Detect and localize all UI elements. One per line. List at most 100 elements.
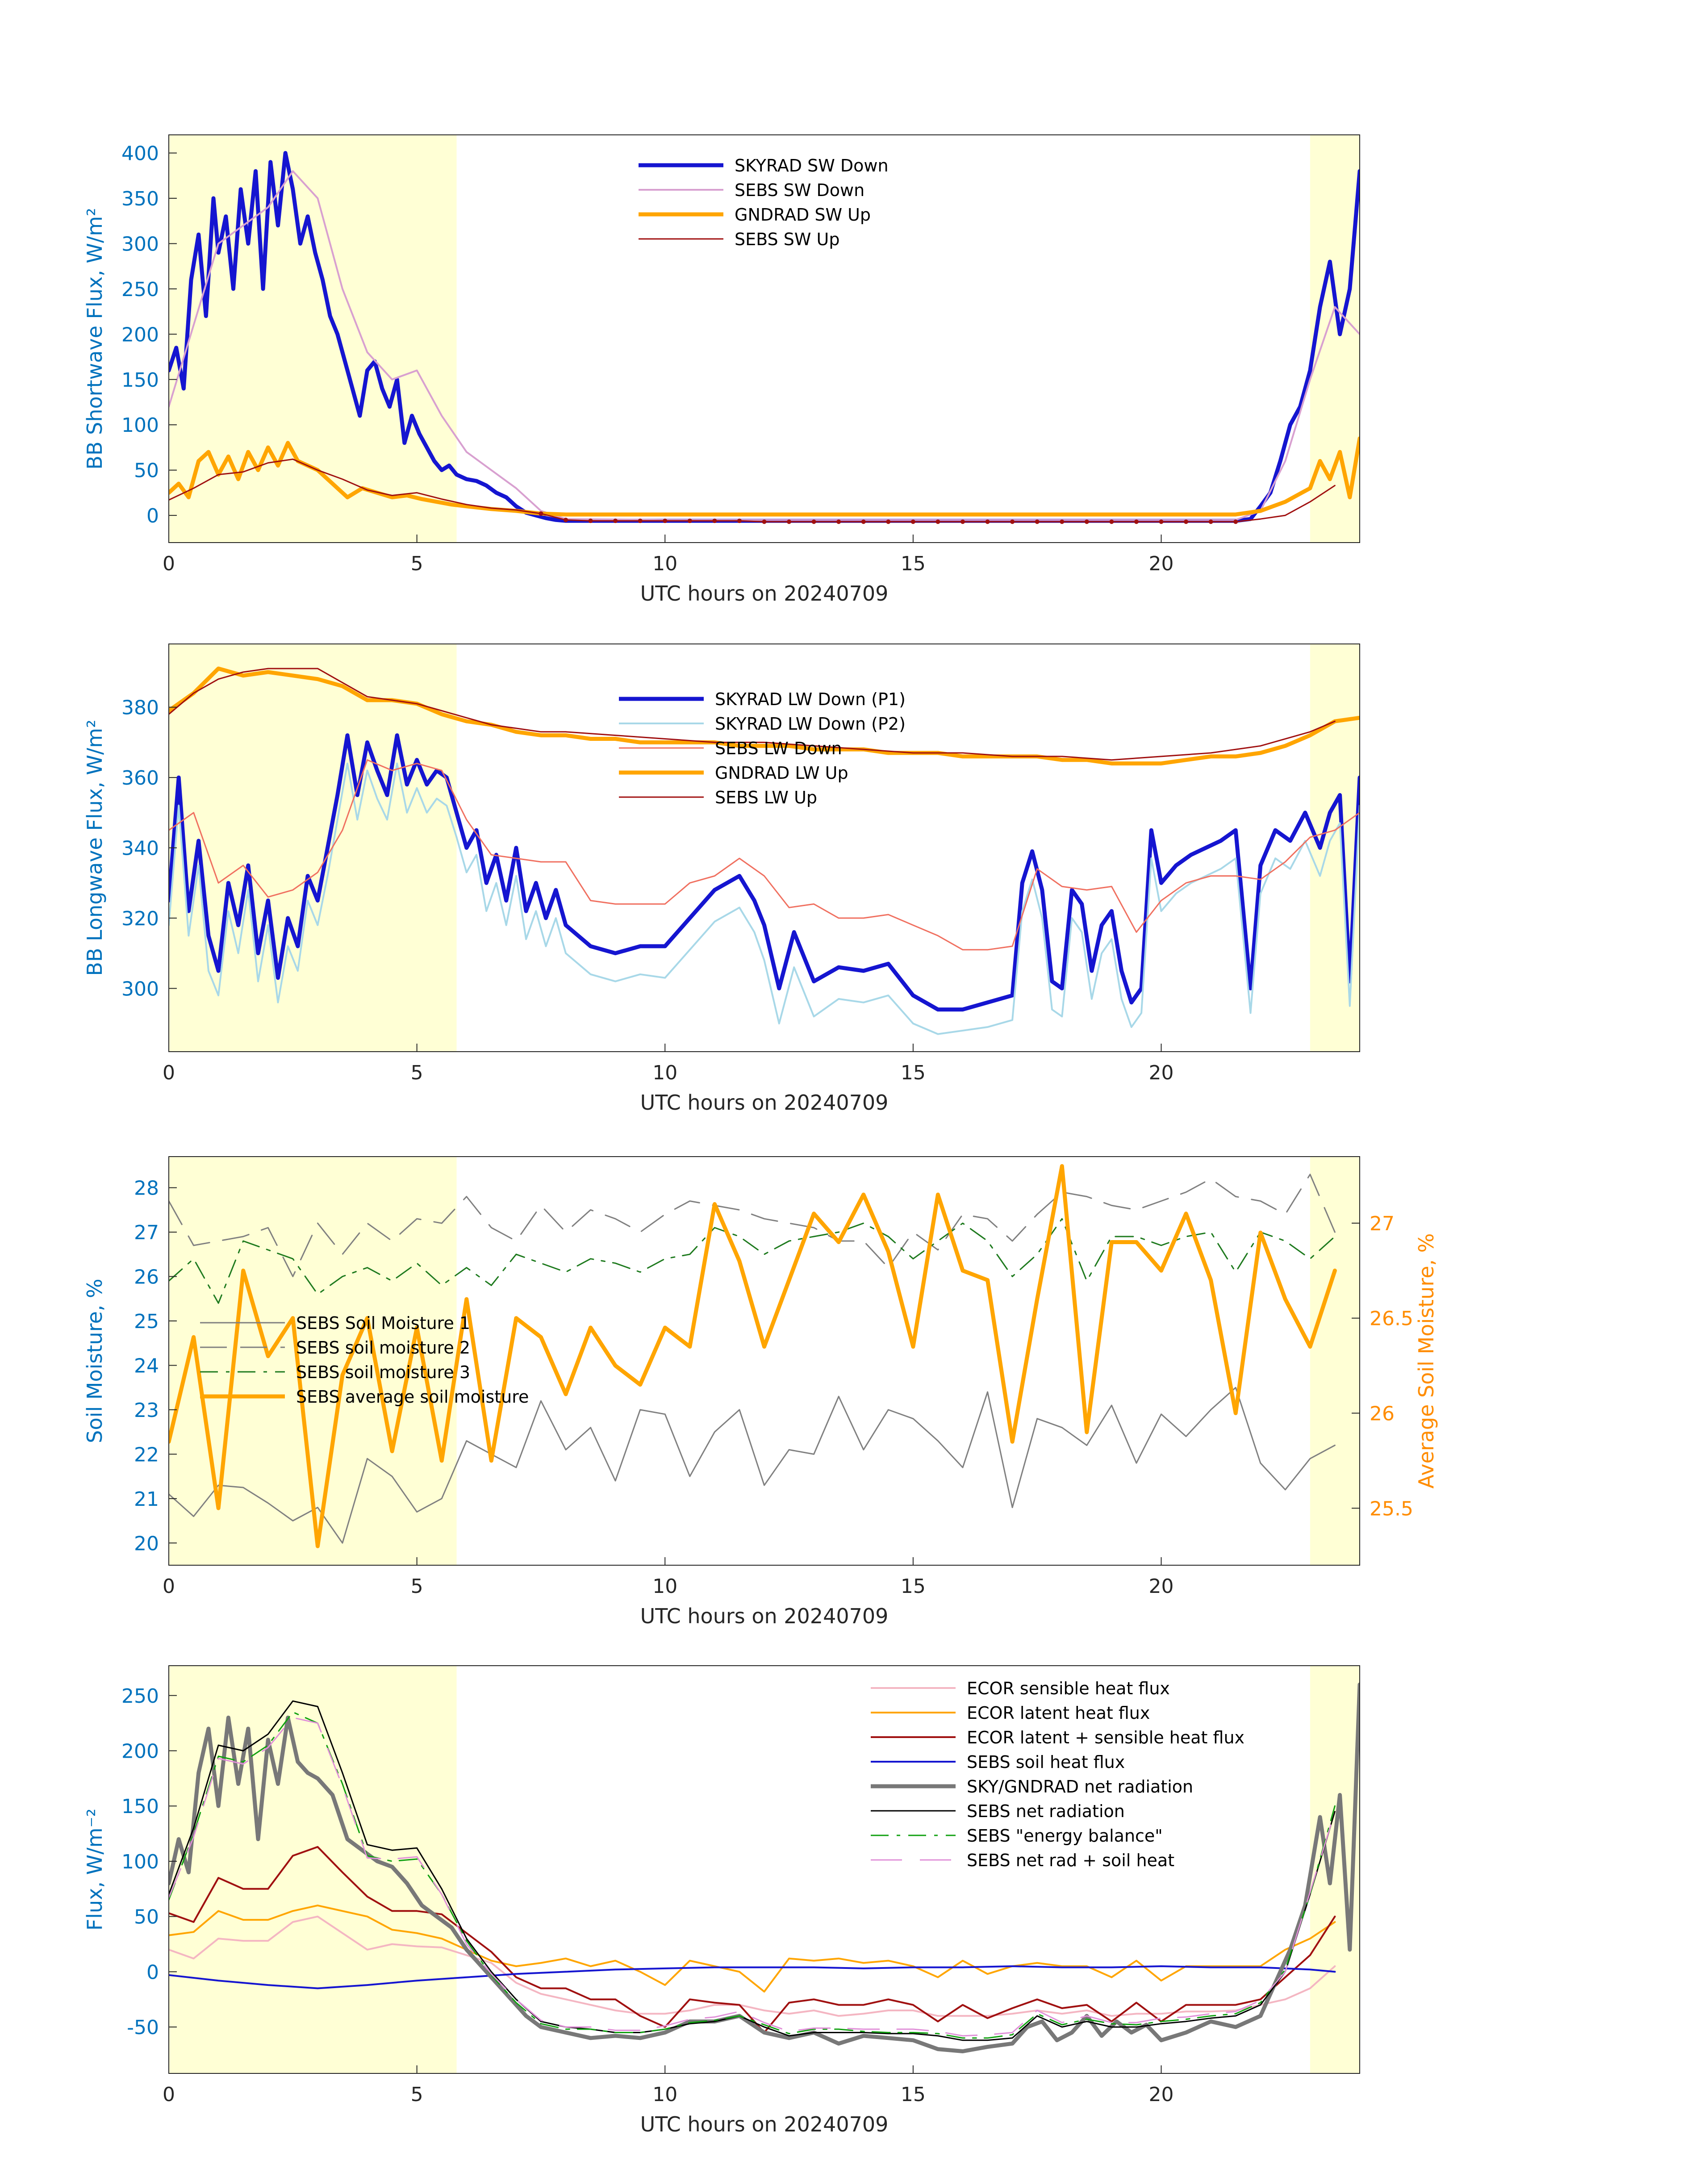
series-marker	[1159, 519, 1164, 524]
series-line-3	[169, 759, 1360, 951]
y-tick-label: 100	[121, 1851, 159, 1873]
series-marker	[861, 519, 866, 524]
y-tick-label: 50	[134, 1906, 159, 1929]
y-right-tick-label: 26	[1370, 1403, 1395, 1425]
series-line-2	[169, 170, 1360, 521]
legend-label-3: SEBS soil moisture 3	[296, 1362, 470, 1382]
series-marker	[613, 518, 618, 523]
series-line-1	[169, 1387, 1336, 1544]
series-marker	[1184, 519, 1189, 524]
series-line-1	[169, 1915, 1336, 2017]
series-marker	[762, 519, 767, 524]
x-tick-label: 20	[1149, 1061, 1174, 1084]
y-tick-label: 150	[121, 1795, 159, 1818]
panel-soil_moisture: 0 5 10 15 20 20 21 22 23 24 25 26 27 28 25.5 26 26.5 27 Av…	[83, 1156, 1438, 1628]
legend-label-4: SEBS soil heat flux	[967, 1752, 1125, 1772]
x-tick-label: 15	[901, 1061, 926, 1084]
series-marker	[663, 518, 668, 523]
y-tick-label: 100	[121, 414, 159, 437]
x-tick-label: 15	[901, 552, 926, 575]
series-marker	[811, 519, 816, 524]
series-marker	[935, 519, 940, 524]
series-line-5	[169, 668, 1336, 761]
series-marker	[564, 518, 568, 522]
legend-label-4: SEBS SW Up	[735, 230, 839, 249]
x-tick-label: 20	[1149, 552, 1174, 575]
x-tick-label: 0	[163, 552, 175, 575]
series-marker	[1233, 519, 1238, 524]
x-tick-label: 10	[652, 1061, 677, 1084]
y-axis-label: BB Shortwave Flux, W/m²	[83, 208, 107, 469]
x-tick-label: 5	[411, 1575, 423, 1598]
y-tick-label: 340	[121, 837, 159, 860]
series-marker	[1134, 519, 1139, 524]
y-tick-label: 0	[146, 505, 159, 527]
y-tick-label: 27	[134, 1221, 159, 1244]
legend-label-1: ECOR sensible heat flux	[967, 1679, 1170, 1698]
series-marker	[985, 519, 990, 524]
x-axis-label: UTC hours on 20240709	[640, 2112, 889, 2136]
series-marker	[1109, 519, 1114, 524]
y-tick-label: 360	[121, 767, 159, 790]
series-line-1	[169, 151, 1360, 523]
series-marker	[712, 518, 717, 523]
series-marker	[638, 518, 643, 523]
y-tick-label: 150	[121, 369, 159, 392]
y-tick-label: 0	[146, 1961, 159, 1984]
y-tick-label: 24	[134, 1354, 159, 1377]
y-tick-label: 300	[121, 978, 159, 1000]
y-tick-label: 21	[134, 1488, 159, 1511]
legend-label-6: SEBS net radiation	[967, 1801, 1125, 1821]
y-axis-label-right: Average Soil Moisture, %	[1414, 1233, 1438, 1489]
x-tick-label: 10	[652, 2083, 677, 2106]
series-line-4	[169, 1965, 1336, 1989]
series-line-3	[169, 1846, 1336, 2034]
series-line-8	[169, 1717, 1336, 2037]
plot-frame	[168, 1665, 1360, 2074]
x-tick-label: 10	[652, 1575, 677, 1598]
x-tick-label: 5	[411, 2083, 423, 2106]
series-marker	[910, 519, 915, 524]
x-tick-label: 0	[163, 1061, 175, 1084]
y-tick-label: 20	[134, 1532, 159, 1555]
legend-label-4: SEBS average soil moisture	[296, 1387, 529, 1407]
x-tick-label: 0	[163, 1575, 175, 1598]
series-marker	[1060, 519, 1065, 524]
y-tick-label: 22	[134, 1443, 159, 1466]
series-line-7	[169, 1711, 1336, 2039]
series-line-4	[169, 1164, 1337, 1548]
legend: SKYRAD LW Down (P1) SKYRAD LW Down (P2) SE…	[619, 689, 906, 807]
legend-label-5: SKY/GNDRAD net radiation	[967, 1777, 1193, 1797]
night-shade	[1310, 135, 1360, 543]
series-line-4	[169, 666, 1360, 766]
series-line-1	[169, 733, 1360, 1012]
y-tick-label: 320	[121, 907, 159, 930]
legend: SEBS Soil Moisture 1 SEBS soil moisture 2…	[200, 1313, 529, 1407]
legend-label-2: SEBS SW Down	[735, 180, 864, 200]
legend-label-3: GNDRAD SW Up	[735, 205, 871, 225]
series-marker	[1208, 519, 1213, 524]
series-line-3	[169, 436, 1360, 517]
legend-label-1: SKYRAD SW Down	[735, 156, 889, 175]
y-right-tick-label: 26.5	[1370, 1308, 1413, 1330]
x-tick-label: 20	[1149, 1575, 1174, 1598]
series-marker	[960, 519, 965, 524]
y-tick-label: 350	[121, 188, 159, 210]
y-tick-label: 26	[134, 1266, 159, 1289]
y-right-tick-label: 27	[1370, 1212, 1395, 1235]
night-shade	[169, 644, 457, 1052]
series-marker	[687, 518, 692, 523]
y-tick-label: 28	[134, 1177, 159, 1200]
y-axis-label: Soil Moisture, %	[83, 1279, 107, 1443]
series-marker	[1035, 519, 1040, 524]
legend-label-8: SEBS net rad + soil heat	[967, 1851, 1174, 1870]
legend-label-3: SEBS LW Down	[715, 739, 842, 758]
x-tick-label: 15	[901, 1575, 926, 1598]
legend-label-7: SEBS "energy balance"	[967, 1826, 1163, 1846]
plot-frame	[168, 134, 1360, 543]
y-tick-label: 250	[121, 1685, 159, 1708]
series-group	[169, 1164, 1337, 1548]
x-tick-label: 20	[1149, 2083, 1174, 2106]
legend-label-1: SEBS Soil Moisture 1	[296, 1313, 470, 1333]
